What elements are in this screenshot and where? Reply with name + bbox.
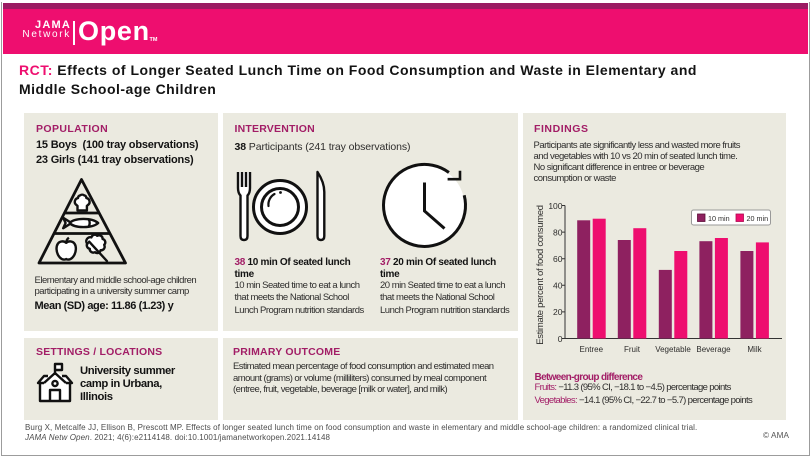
svg-text:40: 40 <box>553 281 563 291</box>
svg-text:Fruit: Fruit <box>624 345 641 354</box>
svg-text:60: 60 <box>553 254 563 264</box>
svg-text:Beverage: Beverage <box>696 345 731 354</box>
svg-text:20: 20 <box>553 307 563 317</box>
svg-text:0: 0 <box>557 334 562 344</box>
svg-text:Entree: Entree <box>579 345 603 354</box>
svg-text:Estimate percent of food consu: Estimate percent of food consumed <box>534 205 545 345</box>
svg-text:100: 100 <box>548 201 562 211</box>
svg-text:80: 80 <box>553 227 563 237</box>
svg-text:Milk: Milk <box>747 345 762 354</box>
svg-text:Vegetable: Vegetable <box>655 345 691 354</box>
svg-text:20 min: 20 min <box>746 214 768 223</box>
svg-text:10 min: 10 min <box>708 214 730 223</box>
